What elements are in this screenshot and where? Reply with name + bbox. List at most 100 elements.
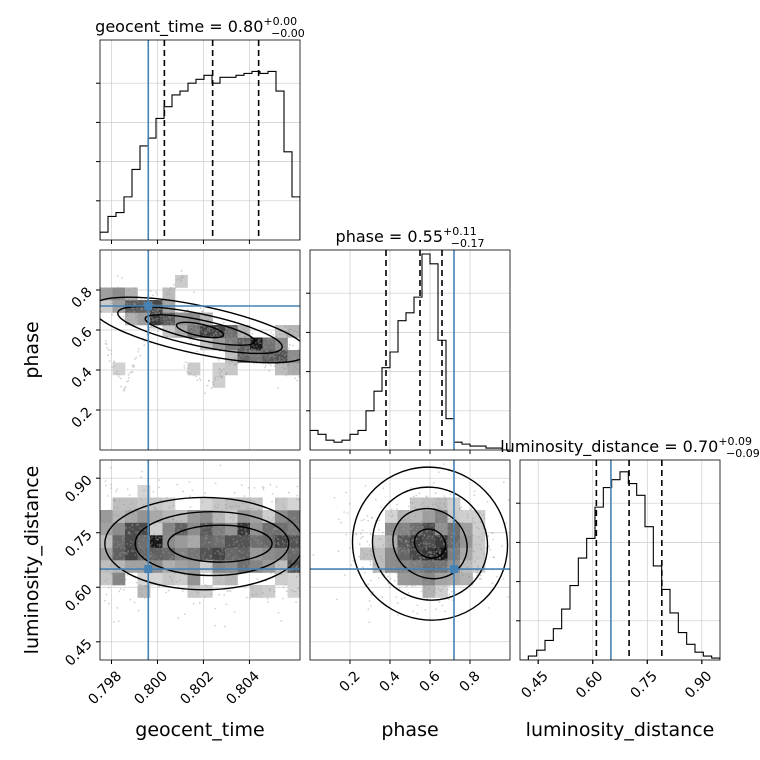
title-upper: +0.11: [443, 225, 477, 238]
sample-point: [281, 333, 284, 336]
sample-point: [445, 530, 448, 533]
sample-point: [244, 528, 246, 531]
sample-point: [233, 578, 236, 580]
sample-point: [436, 582, 439, 585]
sample-point: [215, 540, 218, 542]
sample-point: [117, 514, 120, 517]
sample-point: [407, 551, 410, 554]
sample-point: [238, 550, 241, 553]
sample-point: [216, 538, 219, 540]
panel-content: [100, 460, 300, 660]
sample-point: [204, 595, 206, 598]
sample-point: [143, 489, 145, 492]
sample-point: [208, 541, 211, 544]
sample-point: [397, 561, 400, 564]
sample-point: [183, 367, 186, 369]
sample-point: [413, 561, 416, 564]
sample-point: [270, 536, 273, 539]
sample-point: [149, 290, 152, 293]
sample-point: [133, 302, 136, 305]
sample-point: [223, 533, 225, 536]
sample-point: [225, 372, 228, 375]
sample-point: [289, 546, 291, 549]
sample-point: [398, 563, 401, 566]
sample-point: [424, 586, 427, 589]
density-cell: [397, 547, 411, 561]
sample-point: [448, 585, 451, 588]
panel-title: luminosity_distance = 0.70+0.09 −0.09: [500, 435, 760, 460]
sample-point: [333, 496, 336, 499]
sample-point: [127, 509, 130, 512]
sample-point: [108, 288, 111, 290]
sample-point: [423, 509, 426, 512]
sample-point: [278, 544, 281, 546]
sample-point: [410, 558, 413, 561]
sample-point: [480, 577, 482, 580]
sample-point: [207, 329, 210, 332]
sample-point: [229, 341, 232, 344]
sample-point: [261, 349, 264, 352]
sample-point: [257, 359, 259, 362]
sample-point: [438, 552, 441, 555]
sample-point: [233, 555, 236, 558]
pair-phase-luminosity_distance: [310, 460, 510, 660]
sample-point: [261, 348, 264, 351]
sample-point: [296, 540, 299, 543]
sample-point: [425, 517, 428, 519]
sample-point: [129, 533, 132, 536]
sample-point: [219, 526, 221, 529]
sample-point: [200, 529, 202, 532]
sample-point: [502, 578, 505, 580]
y-tick-label: 0.60: [62, 582, 95, 615]
sample-point: [235, 570, 238, 573]
sample-point: [222, 368, 225, 371]
sample-point: [219, 374, 222, 377]
sample-point: [281, 534, 284, 537]
sample-point: [122, 503, 125, 506]
sample-point: [126, 488, 129, 491]
sample-point: [109, 298, 112, 301]
sample-point: [450, 535, 453, 538]
sample-point: [229, 335, 232, 337]
sample-point: [441, 572, 444, 575]
sample-point: [115, 490, 117, 493]
sample-point: [154, 311, 157, 314]
sample-point: [283, 343, 286, 346]
sample-point: [185, 546, 188, 549]
sample-point: [280, 512, 283, 515]
sample-point: [432, 517, 435, 520]
sample-point: [230, 341, 233, 344]
sample-point: [239, 558, 242, 561]
sample-point: [240, 520, 243, 522]
sample-point: [404, 541, 407, 543]
sample-point: [151, 536, 153, 539]
sample-point: [223, 344, 226, 347]
sample-point: [248, 534, 251, 536]
density-cell: [200, 325, 213, 338]
sample-point: [176, 538, 179, 541]
sample-point: [292, 517, 295, 520]
sample-point: [424, 523, 427, 526]
sample-point: [425, 519, 428, 521]
sample-point: [214, 482, 217, 485]
sample-point: [125, 526, 128, 529]
sample-point: [404, 531, 407, 534]
density-cell: [250, 547, 263, 561]
sample-point: [269, 533, 271, 536]
sample-point: [121, 537, 124, 540]
sample-point: [404, 539, 407, 542]
sample-point: [200, 521, 203, 524]
sample-point: [434, 560, 436, 563]
sample-point: [237, 557, 240, 560]
sample-point: [253, 523, 256, 526]
sample-point: [396, 545, 399, 548]
sample-point: [395, 596, 398, 599]
sample-point: [117, 573, 120, 576]
sample-point: [449, 540, 452, 543]
sample-point: [363, 552, 366, 555]
sample-point: [137, 515, 140, 518]
sample-point: [234, 547, 236, 549]
sample-point: [432, 481, 435, 484]
sample-point: [400, 538, 402, 541]
sample-point: [399, 546, 402, 549]
